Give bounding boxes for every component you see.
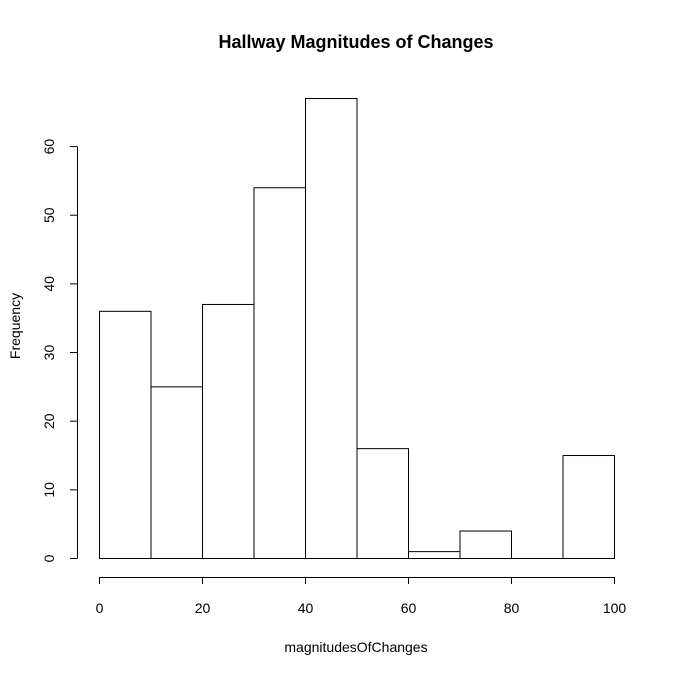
bars-group <box>99 98 615 560</box>
histogram-bar <box>202 303 255 559</box>
histogram-bar <box>459 530 512 559</box>
x-tick-label: 0 <box>96 600 104 616</box>
y-tick-label: 20 <box>41 413 57 429</box>
histogram-bar <box>305 98 358 559</box>
x-tick-label: 80 <box>504 600 520 616</box>
y-tick-label: 60 <box>41 139 57 155</box>
y-tick-label: 10 <box>41 482 57 498</box>
y-tick-label: 40 <box>41 276 57 292</box>
y-tick-label: 50 <box>41 207 57 223</box>
y-tick-label: 0 <box>41 554 57 562</box>
y-tick-label: 30 <box>41 345 57 361</box>
chart-title: Hallway Magnitudes of Changes <box>218 32 493 52</box>
x-axis-label: magnitudesOfChanges <box>284 639 427 655</box>
x-tick-label: 40 <box>298 600 314 616</box>
y-axis: 0 10 20 30 40 50 60 <box>41 139 78 562</box>
x-axis: 0 20 40 60 80 100 <box>96 577 627 616</box>
histogram-bar <box>408 551 461 560</box>
x-tick-label: 20 <box>195 600 211 616</box>
y-axis-label: Frequency <box>7 293 23 359</box>
histogram-bar <box>356 448 409 560</box>
histogram-bar <box>99 310 152 559</box>
histogram-bar <box>150 386 203 559</box>
histogram-bar <box>253 187 306 560</box>
x-tick-label: 100 <box>603 600 627 616</box>
histogram-bar <box>562 455 615 559</box>
x-tick-label: 60 <box>401 600 417 616</box>
